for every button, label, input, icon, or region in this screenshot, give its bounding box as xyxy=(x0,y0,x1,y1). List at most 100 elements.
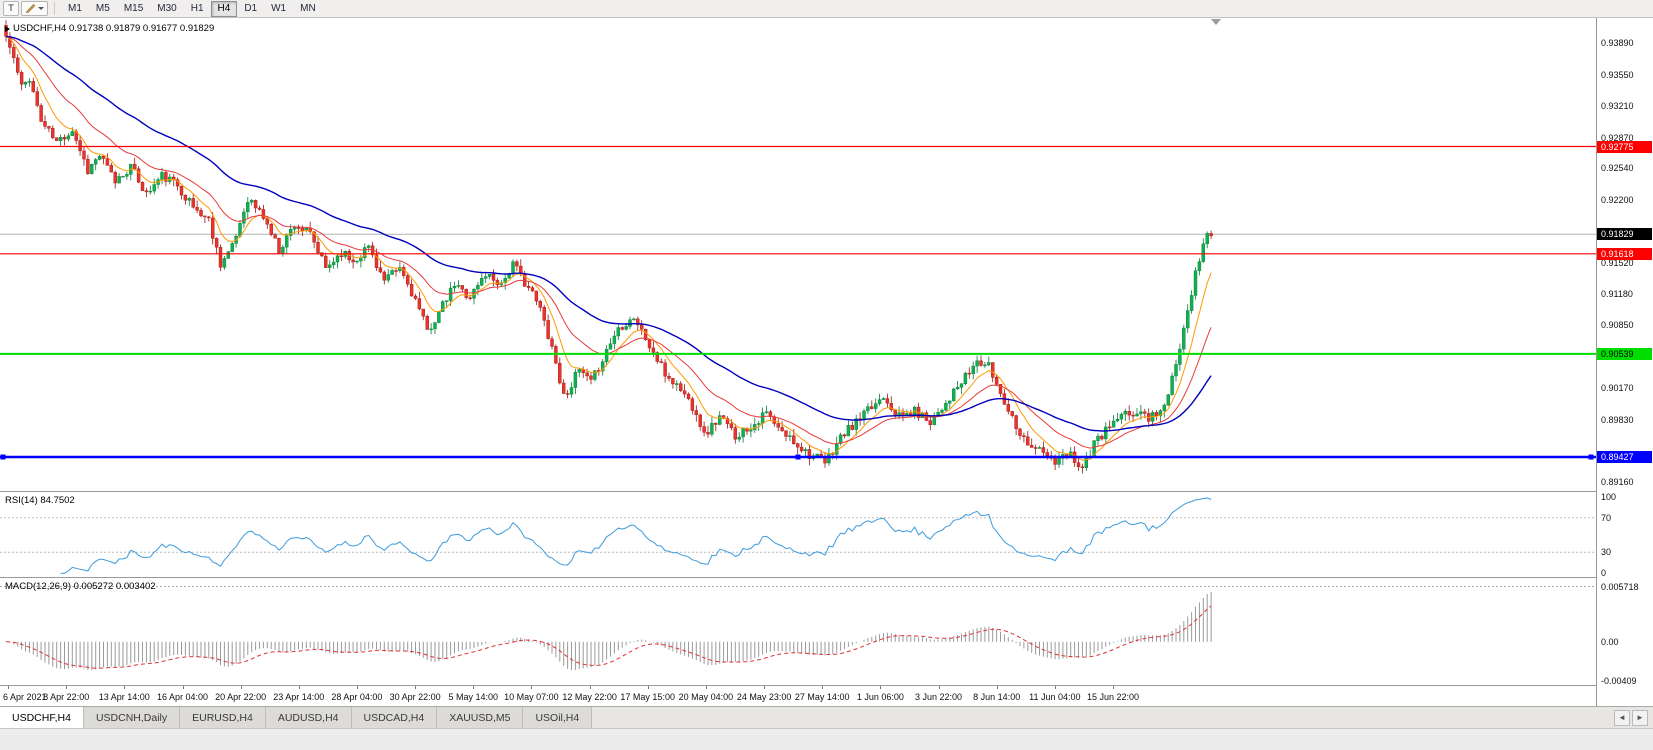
time-axis-label: 6 Apr 2021 xyxy=(3,692,47,702)
time-axis-tick xyxy=(880,686,882,689)
price-axis-label: 0.93210 xyxy=(1601,101,1634,112)
time-axis-tick xyxy=(705,686,707,689)
timeframe-button-D1[interactable]: D1 xyxy=(237,1,264,17)
time-axis-tick xyxy=(938,686,940,689)
timeframe-button-M1[interactable]: M1 xyxy=(61,1,89,17)
toolbar-separator xyxy=(54,2,55,15)
macd-axis-label: 0.005718 xyxy=(1601,581,1639,592)
time-axis-tick xyxy=(66,686,68,689)
price-axis-label: 0.89830 xyxy=(1601,414,1634,425)
tabbar-scroll-left-button[interactable]: ◄ xyxy=(1614,709,1630,726)
rsi-axis-label: 70 xyxy=(1601,512,1612,523)
text-tool-button[interactable]: T xyxy=(3,1,19,16)
chart-tab-EURUSD-H4[interactable]: EURUSD,H4 xyxy=(180,707,266,728)
timeframe-button-H1[interactable]: H1 xyxy=(184,1,211,17)
rsi-axis-label: 0 xyxy=(1601,568,1607,578)
current-price-badge: 0.91829 xyxy=(1597,228,1652,241)
rsi-indicator-panel[interactable] xyxy=(0,492,1596,578)
time-axis-label: 1 Jun 06:00 xyxy=(856,692,904,702)
time-axis-tick xyxy=(356,686,358,689)
time-axis-tick xyxy=(531,686,533,689)
timeframe-button-H4[interactable]: H4 xyxy=(210,0,238,17)
price-axis-label: 0.92870 xyxy=(1601,132,1634,143)
time-axis-tick xyxy=(473,686,475,689)
time-axis-tick xyxy=(124,686,126,689)
timeframe-button-W1[interactable]: W1 xyxy=(264,1,293,17)
chart-tab-AUDUSD-H4[interactable]: AUDUSD,H4 xyxy=(265,707,352,728)
time-axis-tick xyxy=(764,686,766,689)
rsi-axis-label: 100 xyxy=(1601,492,1617,502)
tabbar-scroll-right-button[interactable]: ► xyxy=(1632,709,1648,726)
rsi-indicator-label: RSI(14) 84.7502 xyxy=(5,495,75,506)
time-axis-label: 10 May 07:00 xyxy=(504,692,559,702)
time-axis-label: 24 May 23:00 xyxy=(736,692,792,702)
line-selection-handle[interactable] xyxy=(795,454,801,460)
panel-separator xyxy=(0,491,1653,492)
macd-indicator-label: MACD(12,26,9) 0.005272 0.003402 xyxy=(5,581,156,592)
draw-tools-button[interactable] xyxy=(21,1,48,16)
timeframe-toolbar: M1 M5 M15 M30 H1 H4 D1 W1 MN xyxy=(61,0,323,17)
pencil-icon xyxy=(25,4,35,14)
time-axis-label: 23 Apr 14:00 xyxy=(273,692,325,702)
time-axis-label: 13 Apr 14:00 xyxy=(98,692,150,702)
chart-tab-USOil-H4[interactable]: USOil,H4 xyxy=(523,707,593,728)
macd-axis-label: -0.00409 xyxy=(1601,676,1637,686)
timeframe-button-M5[interactable]: M5 xyxy=(89,1,117,17)
chart-title-text: USDCHF,H4 0.91738 0.91879 0.91677 0.9182… xyxy=(13,23,215,34)
price-axis-label: 0.92200 xyxy=(1601,194,1634,205)
chart-tab-bar: USDCHF,H4 USDCNH,Daily EURUSD,H4 AUDUSD,H4 U… xyxy=(0,706,1653,728)
time-axis-tick xyxy=(240,686,242,689)
candlesticks xyxy=(4,20,1213,474)
time-axis-label: 5 May 14:00 xyxy=(448,692,499,702)
price-level-badge: 0.92775 xyxy=(1597,140,1652,153)
ma-medium-line xyxy=(5,35,1212,449)
price-axis-label: 0.93550 xyxy=(1601,69,1634,80)
time-axis-label: 16 Apr 04:00 xyxy=(156,692,209,702)
timeframe-button-M30[interactable]: M30 xyxy=(150,1,183,17)
time-axis-tick xyxy=(647,686,649,689)
price-axis-column: 0.92775 0.91618 0.90539 0.89427 0.91829 0.938… xyxy=(1597,18,1653,706)
chart-tab-USDCAD-H4[interactable]: USDCAD,H4 xyxy=(351,707,438,728)
chart-tab-USDCNH-Daily[interactable]: USDCNH,Daily xyxy=(83,707,181,728)
time-axis-tick xyxy=(996,686,998,689)
tabbar-nav: ◄ ► xyxy=(1614,707,1653,728)
timeframe-button-MN[interactable]: MN xyxy=(293,1,323,17)
time-axis-tick xyxy=(822,686,824,689)
price-axis-label: 0.90170 xyxy=(1601,383,1634,394)
ma-fast-line xyxy=(5,35,1212,461)
time-axis-label: 20 May 04:00 xyxy=(678,692,734,702)
panel-separator xyxy=(0,685,1653,686)
line-selection-handle[interactable] xyxy=(0,454,6,460)
chart-title: USDCHF,H4 0.91738 0.91879 0.91677 0.9182… xyxy=(5,23,214,34)
line-selection-handle[interactable] xyxy=(1588,454,1594,460)
top-toolbar: T M1 M5 M15 M30 H1 H4 D1 W1 MN xyxy=(0,0,1653,18)
chart-shift-marker[interactable] xyxy=(1211,19,1221,25)
oneclick-arrow-icon[interactable] xyxy=(5,25,10,32)
panel-separator xyxy=(0,577,1653,578)
time-axis-tick xyxy=(298,686,300,689)
price-level-badge: 0.90539 xyxy=(1597,347,1652,360)
rsi-line xyxy=(60,497,1212,574)
time-axis-label: 30 Apr 22:00 xyxy=(389,692,441,702)
price-axis-label: 0.91180 xyxy=(1601,289,1633,300)
macd-indicator-panel[interactable] xyxy=(0,578,1596,686)
price-axis-label: 0.90850 xyxy=(1601,320,1634,330)
chart-tab-USDCHF-H4[interactable]: USDCHF,H4 xyxy=(0,707,84,728)
time-axis-label: 3 Jun 22:00 xyxy=(914,692,963,702)
time-axis-tick xyxy=(1054,686,1056,689)
time-axis-label: 8 Jun 14:00 xyxy=(973,692,1021,702)
time-axis-label: 28 Apr 04:00 xyxy=(331,692,383,702)
chart-tab-XAUUSD-M5[interactable]: XAUUSD,M5 xyxy=(437,707,524,728)
time-axis-tick xyxy=(1113,686,1114,689)
price-chart[interactable] xyxy=(0,18,1596,492)
time-axis: 6 Apr 2021 8 Apr 22:00 13 Apr 14:00 16 Apr … xyxy=(0,686,1596,706)
macd-signal-line xyxy=(5,605,1212,669)
price-axis-label: 0.93890 xyxy=(1601,38,1634,48)
timeframe-button-M15[interactable]: M15 xyxy=(117,1,150,17)
dropdown-caret-icon xyxy=(38,7,44,10)
price-level-badge: 0.91618 xyxy=(1597,247,1652,260)
time-axis-label: 12 May 22:00 xyxy=(562,692,617,702)
time-axis-tick xyxy=(8,686,9,689)
time-axis-label: 11 Jun 04:00 xyxy=(1029,692,1081,702)
